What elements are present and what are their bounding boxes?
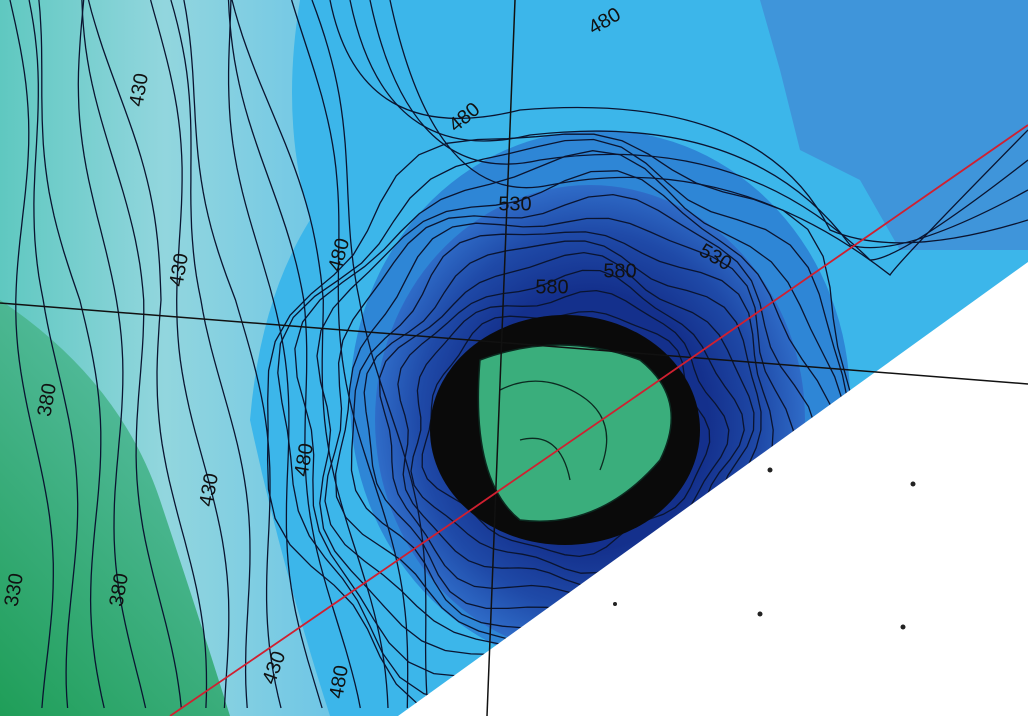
survey-point (901, 625, 906, 630)
bathymetry-map: 4304804804304805305305805803804804303803… (0, 0, 1028, 716)
contour-label: 580 (603, 260, 636, 282)
page: {"contour_labels": ["430", "480", "480",… (0, 0, 1028, 716)
survey-point (768, 468, 773, 473)
survey-point (758, 612, 763, 617)
contour-label: 530 (498, 193, 531, 215)
survey-point (613, 602, 617, 606)
survey-point (911, 482, 916, 487)
contour-label: 580 (535, 276, 568, 298)
